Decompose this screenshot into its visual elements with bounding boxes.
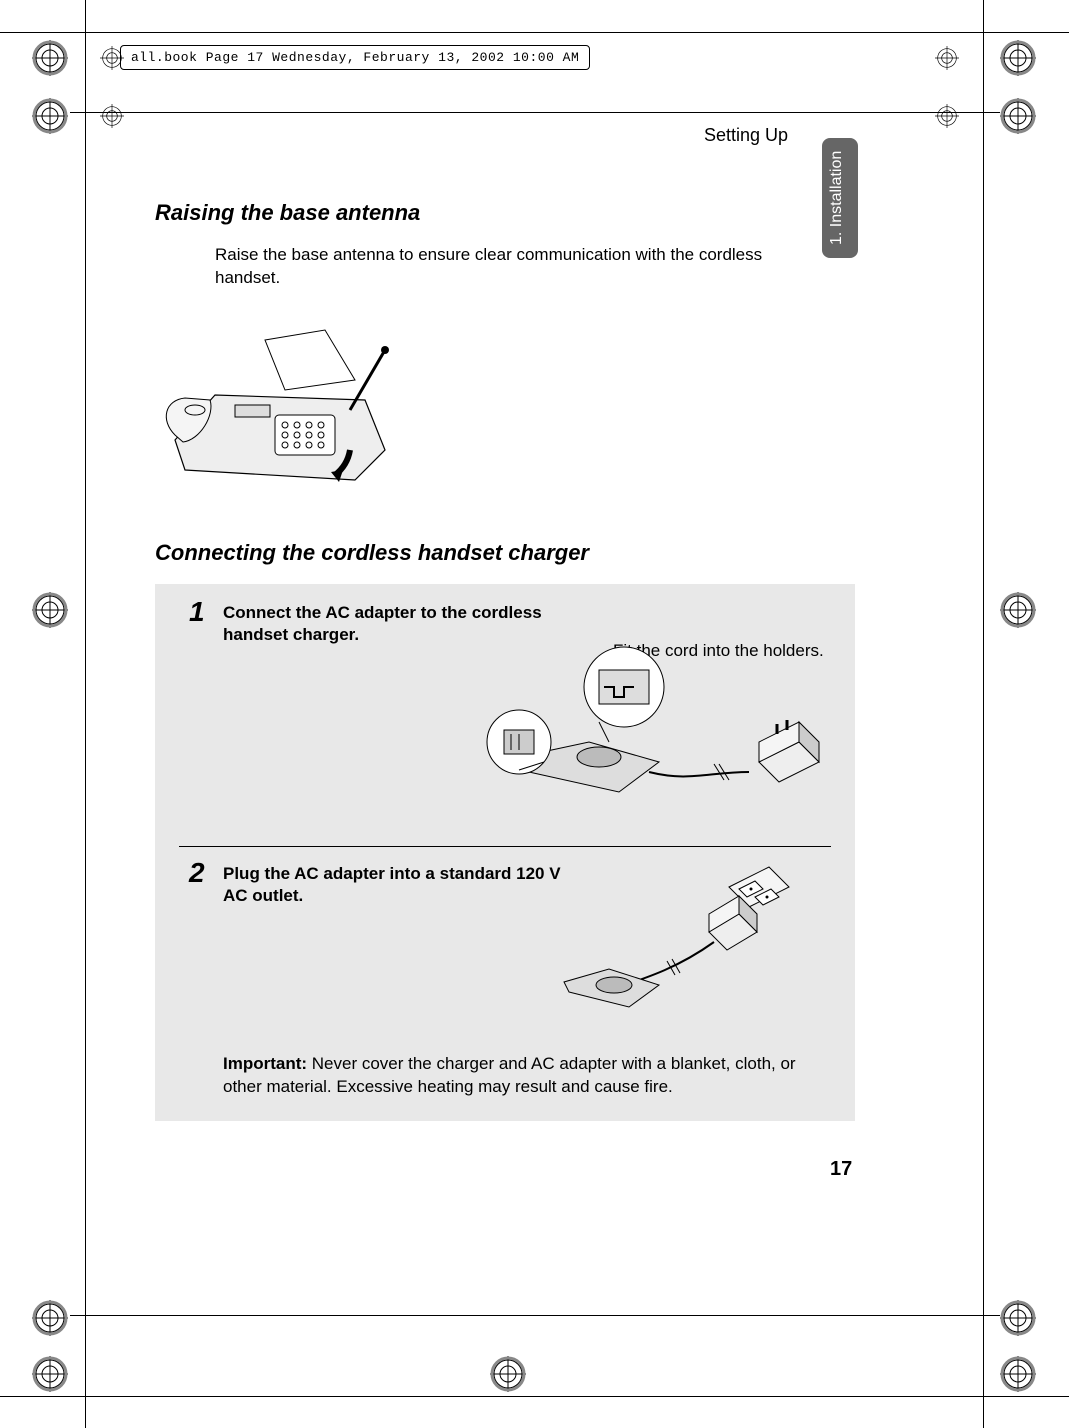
heading-raising-antenna: Raising the base antenna xyxy=(155,200,855,226)
step-2-number: 2 xyxy=(189,857,205,889)
source-file-header: all.book Page 17 Wednesday, February 13,… xyxy=(120,45,590,70)
steps-box: 1 Connect the AC adapter to the cordless… xyxy=(155,584,855,1121)
page-number: 17 xyxy=(830,1158,852,1181)
fax-illustration xyxy=(155,320,415,500)
page-content: Raising the base antenna Raise the base … xyxy=(155,200,855,1121)
figure-fax-machine xyxy=(155,320,855,500)
step-2-text: Plug the AC adapter into a standard 120 … xyxy=(223,863,563,907)
important-label: Important: xyxy=(223,1054,307,1073)
important-note: Important: Never cover the charger and A… xyxy=(223,1053,831,1099)
charger-connect-illustration xyxy=(449,642,829,822)
important-text: Never cover the charger and AC adapter w… xyxy=(223,1054,796,1096)
plug-outlet-illustration xyxy=(559,857,809,1027)
paragraph-raise-antenna: Raise the base antenna to ensure clear c… xyxy=(215,244,795,290)
section-label: Setting Up xyxy=(704,125,788,146)
step-1-number: 1 xyxy=(189,596,205,628)
step-divider xyxy=(179,846,831,847)
step-2: 2 Plug the AC adapter into a standard 12… xyxy=(179,863,831,1053)
step-1: 1 Connect the AC adapter to the cordless… xyxy=(179,602,831,832)
step-1-text: Connect the AC adapter to the cordless h… xyxy=(223,602,563,646)
heading-connect-charger: Connecting the cordless handset charger xyxy=(155,540,855,566)
